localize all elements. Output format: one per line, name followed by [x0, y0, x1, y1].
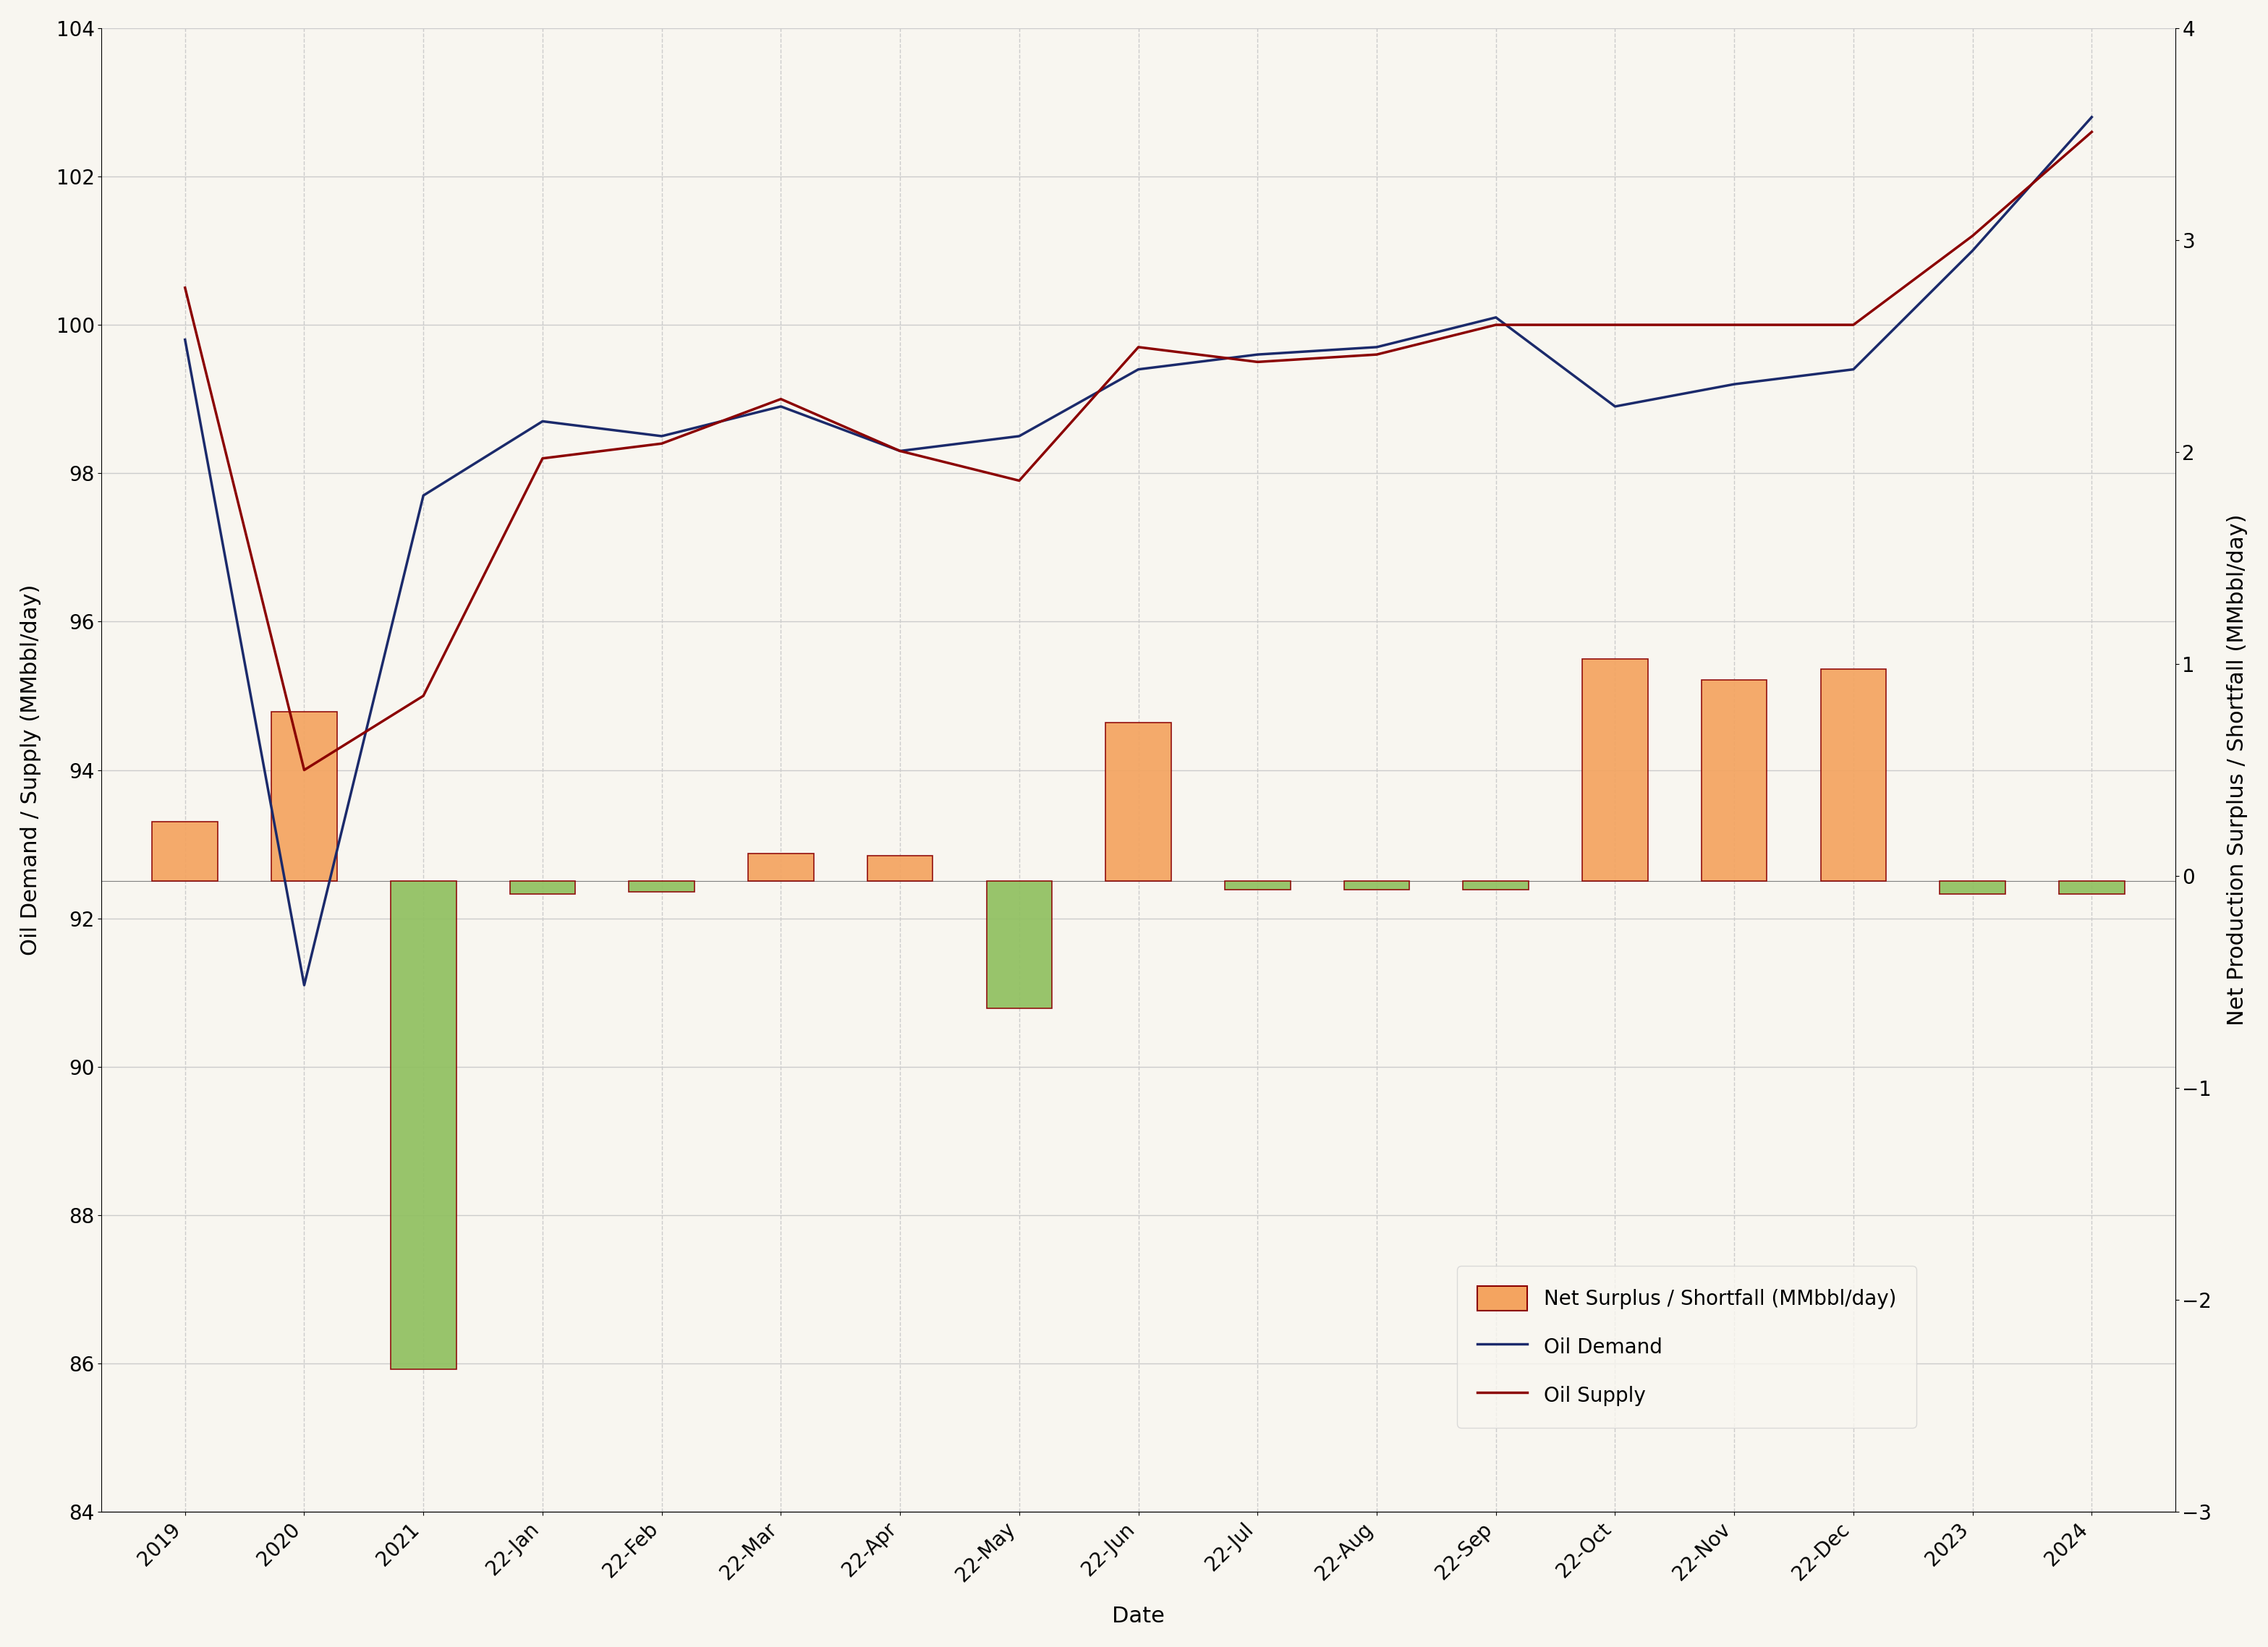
Oil Demand — [528, 412, 556, 432]
Oil Demand — [1243, 344, 1270, 364]
Oil Demand — [649, 427, 676, 446]
Bar — [987, 881, 1052, 1008]
Oil Demand — [411, 486, 438, 506]
Bar — [390, 881, 456, 1369]
Bar — [1939, 881, 2005, 894]
Y-axis label: Net Production Surplus / Shortfall (MMbbl/day): Net Production Surplus / Shortfall (MMbb… — [2227, 514, 2248, 1026]
Y-axis label: Oil Demand / Supply (MMbbl/day): Oil Demand / Supply (MMbbl/day) — [20, 585, 41, 955]
Oil Supply — [1601, 315, 1628, 334]
Oil Supply — [1960, 226, 1987, 245]
Oil Demand — [290, 975, 318, 995]
Oil Demand — [172, 329, 200, 349]
Bar — [866, 856, 932, 881]
Oil Supply — [1125, 338, 1152, 357]
Oil Supply — [1363, 344, 1390, 364]
Oil Demand — [887, 441, 914, 461]
Oil Supply — [1721, 315, 1749, 334]
Oil Supply — [1243, 352, 1270, 372]
Bar — [510, 881, 576, 894]
Bar — [748, 853, 814, 881]
Oil Supply — [290, 761, 318, 781]
Oil Supply — [887, 441, 914, 461]
Oil Supply — [2077, 122, 2105, 142]
Line: Oil Demand: Oil Demand — [186, 117, 2091, 985]
Oil Demand — [1005, 427, 1032, 446]
Bar — [1225, 881, 1290, 889]
Oil Supply — [1839, 315, 1867, 334]
Oil Supply — [528, 448, 556, 468]
Oil Supply — [1483, 315, 1510, 334]
Bar — [1821, 669, 1887, 881]
Bar — [628, 881, 694, 893]
Oil Demand — [1483, 308, 1510, 328]
Bar — [272, 712, 338, 881]
Oil Demand — [1960, 240, 1987, 260]
Oil Demand — [1125, 359, 1152, 379]
Oil Demand — [767, 397, 794, 417]
Legend: Net Surplus / Shortfall (MMbbl/day), Oil Demand, Oil Supply: Net Surplus / Shortfall (MMbbl/day), Oil… — [1456, 1267, 1916, 1428]
Bar — [1345, 881, 1408, 889]
Oil Demand — [1601, 397, 1628, 417]
Line: Oil Supply: Oil Supply — [186, 132, 2091, 771]
Bar — [1463, 881, 1529, 889]
Oil Demand — [2077, 107, 2105, 127]
X-axis label: Date: Date — [1111, 1606, 1166, 1627]
Oil Supply — [172, 278, 200, 298]
Oil Demand — [1721, 374, 1749, 394]
Bar — [1583, 659, 1649, 881]
Bar — [1701, 680, 1767, 881]
Oil Supply — [411, 685, 438, 705]
Oil Demand — [1839, 359, 1867, 379]
Bar — [2059, 881, 2125, 894]
Bar — [152, 822, 218, 881]
Bar — [1105, 723, 1170, 881]
Oil Supply — [649, 433, 676, 453]
Oil Supply — [767, 389, 794, 408]
Oil Supply — [1005, 471, 1032, 491]
Oil Demand — [1363, 338, 1390, 357]
